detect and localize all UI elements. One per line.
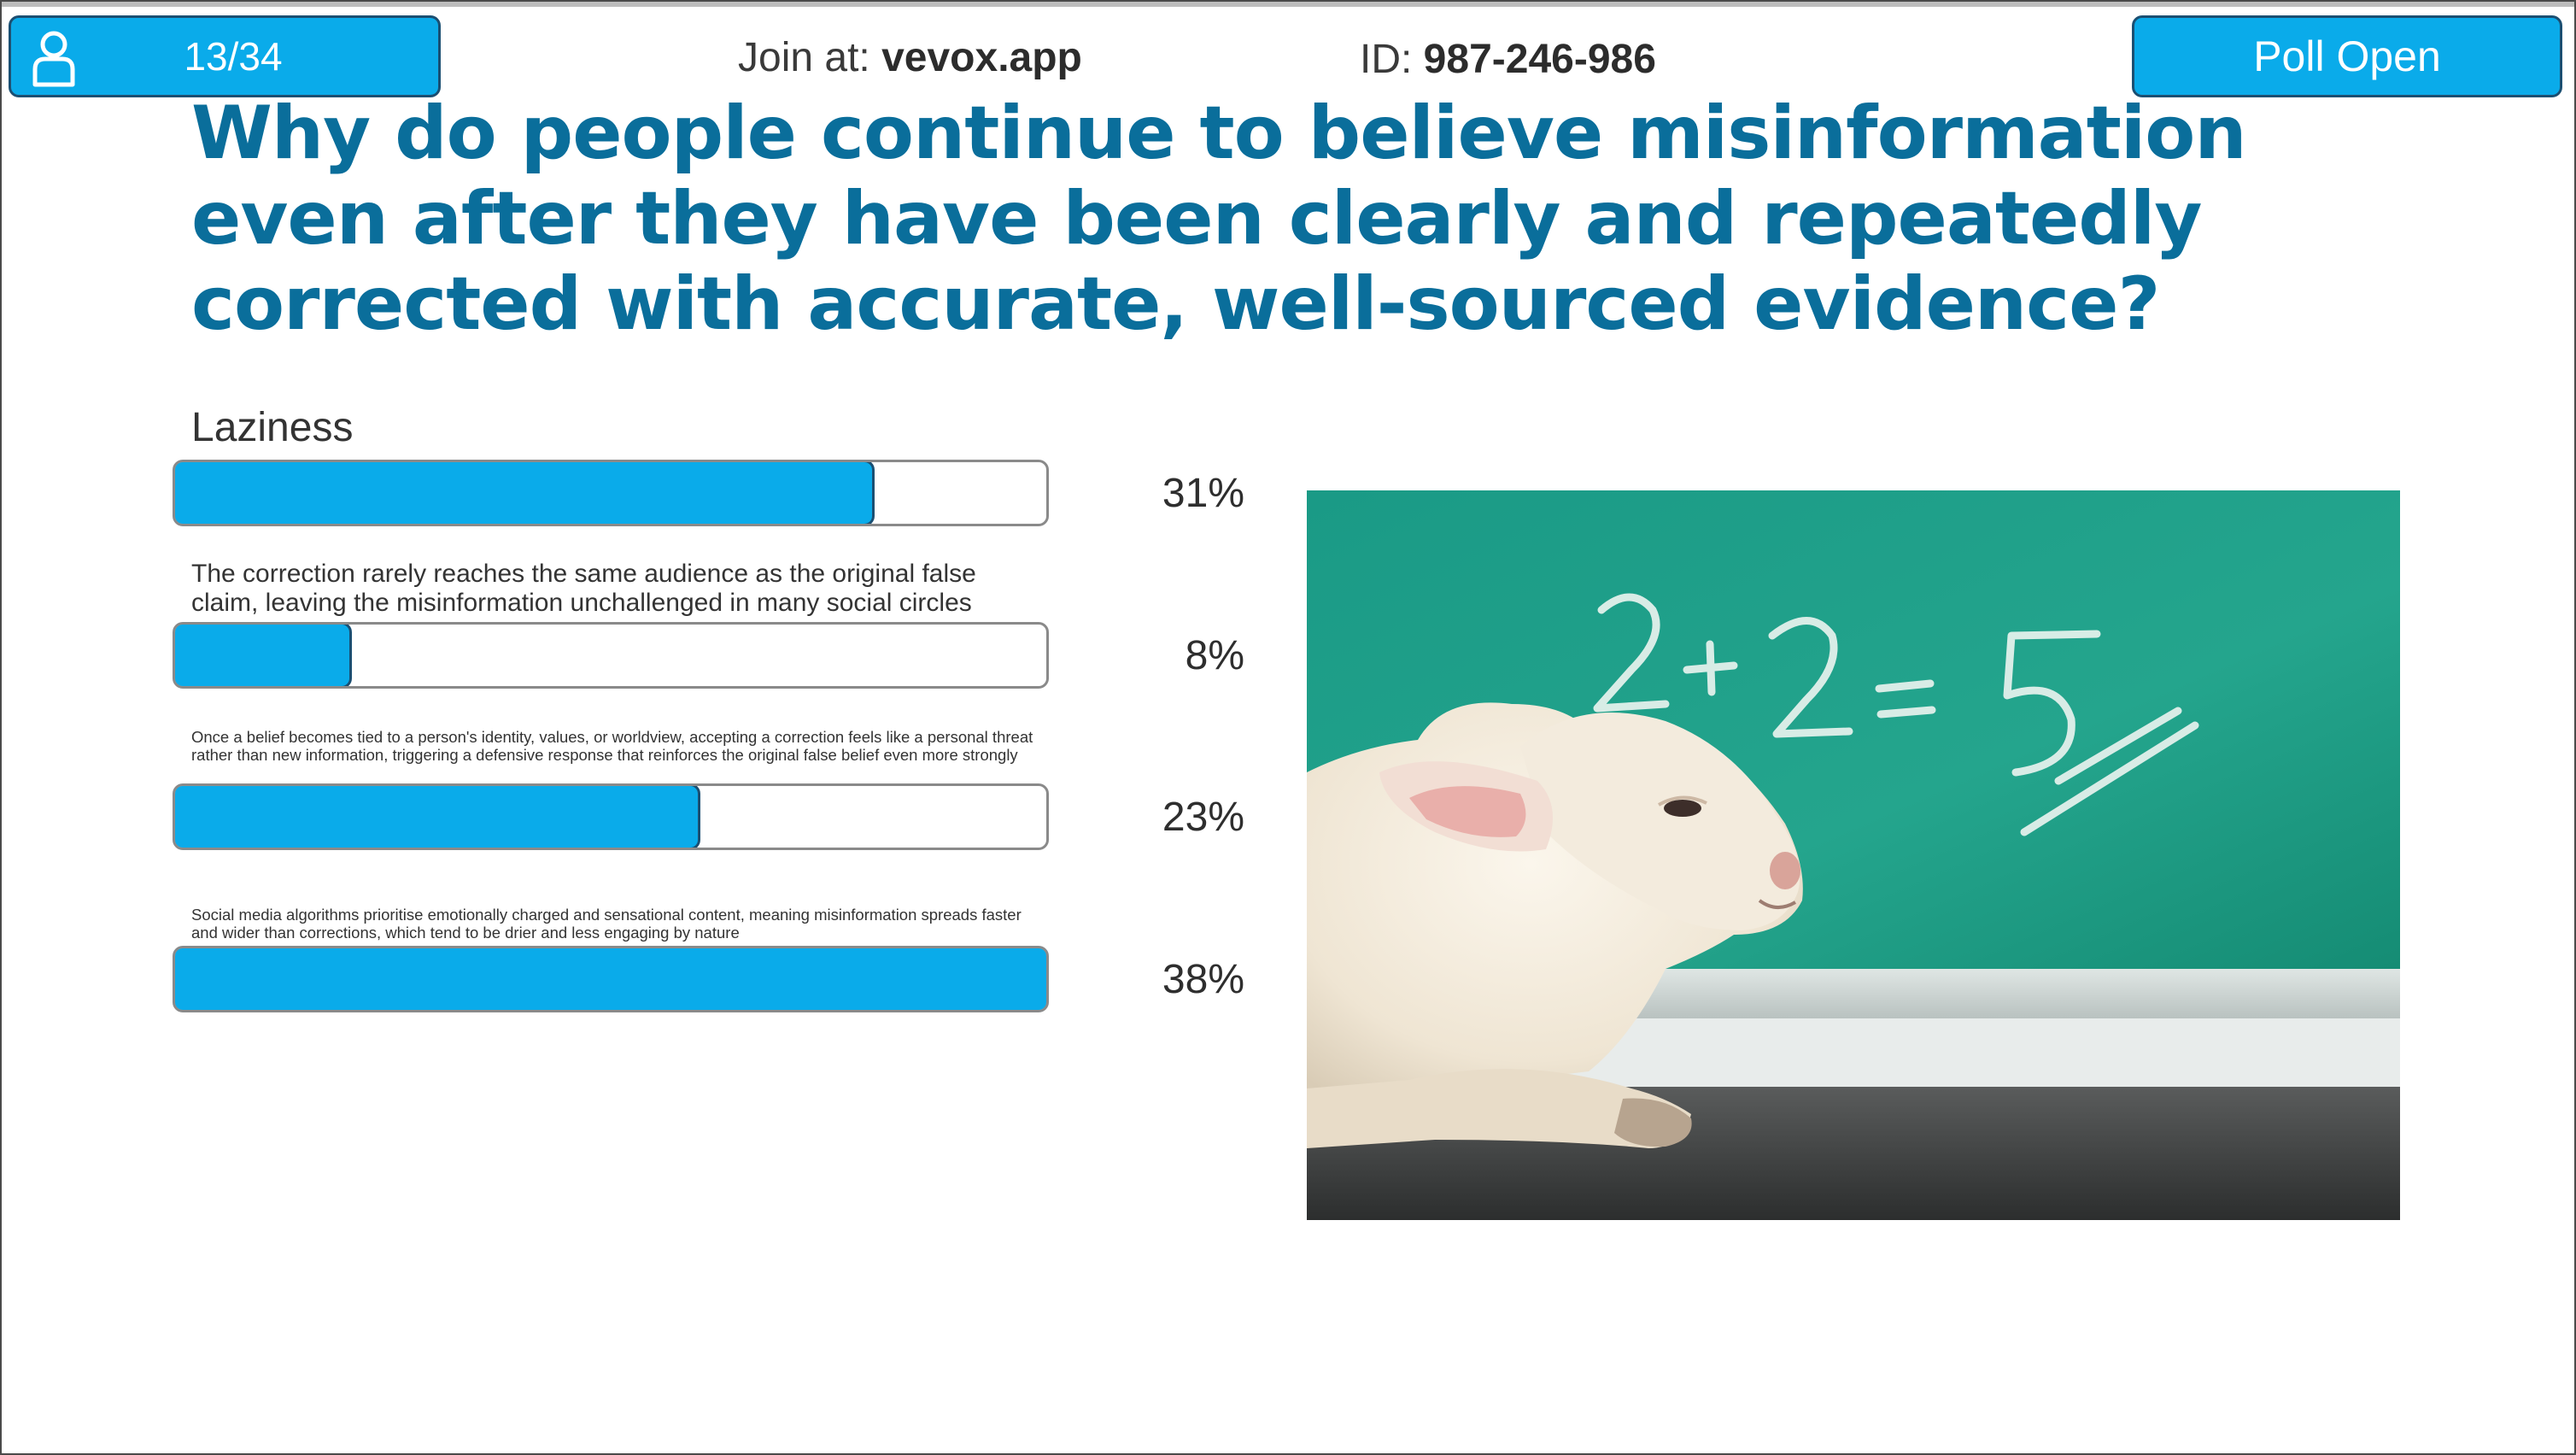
option-bar-fill — [175, 462, 875, 524]
option-bar-fill — [175, 948, 1046, 1010]
session-id-label: ID: — [1360, 37, 1424, 82]
question-title: Why do people continue to believe misinf… — [191, 91, 2247, 347]
session-id: ID: 987-246-986 — [1360, 36, 1656, 83]
lamb-chalkboard-image — [1307, 490, 2400, 1220]
option-percent: 38% — [1162, 957, 1244, 1002]
option-bar-fill — [175, 786, 700, 848]
join-url: vevox.app — [881, 35, 1082, 80]
option-label: Laziness — [191, 405, 354, 450]
user-icon — [32, 31, 75, 87]
option-label: Once a belief becomes tied to a person's… — [191, 728, 1033, 764]
option-label: The correction rarely reaches the same a… — [191, 560, 976, 617]
window-top-edge — [2, 2, 2574, 7]
option-bar-track — [173, 460, 1049, 526]
poll-status-badge: Poll Open — [2132, 15, 2562, 97]
option-label: Social media algorithms prioritise emoti… — [191, 906, 1022, 942]
join-label: Join at: — [738, 35, 882, 80]
option-bar-fill — [175, 625, 352, 686]
option-bar-track — [173, 783, 1049, 850]
join-instructions: Join at: vevox.app — [738, 34, 1082, 81]
option-bar-track — [173, 622, 1049, 689]
option-bar-track — [173, 946, 1049, 1012]
question-counter: 13/34 — [184, 34, 283, 79]
option-percent: 23% — [1162, 795, 1244, 840]
question-counter-badge: 13/34 — [9, 15, 441, 97]
option-percent: 8% — [1185, 633, 1244, 678]
session-id-value: 987-246-986 — [1423, 37, 1656, 82]
option-percent: 31% — [1162, 471, 1244, 516]
